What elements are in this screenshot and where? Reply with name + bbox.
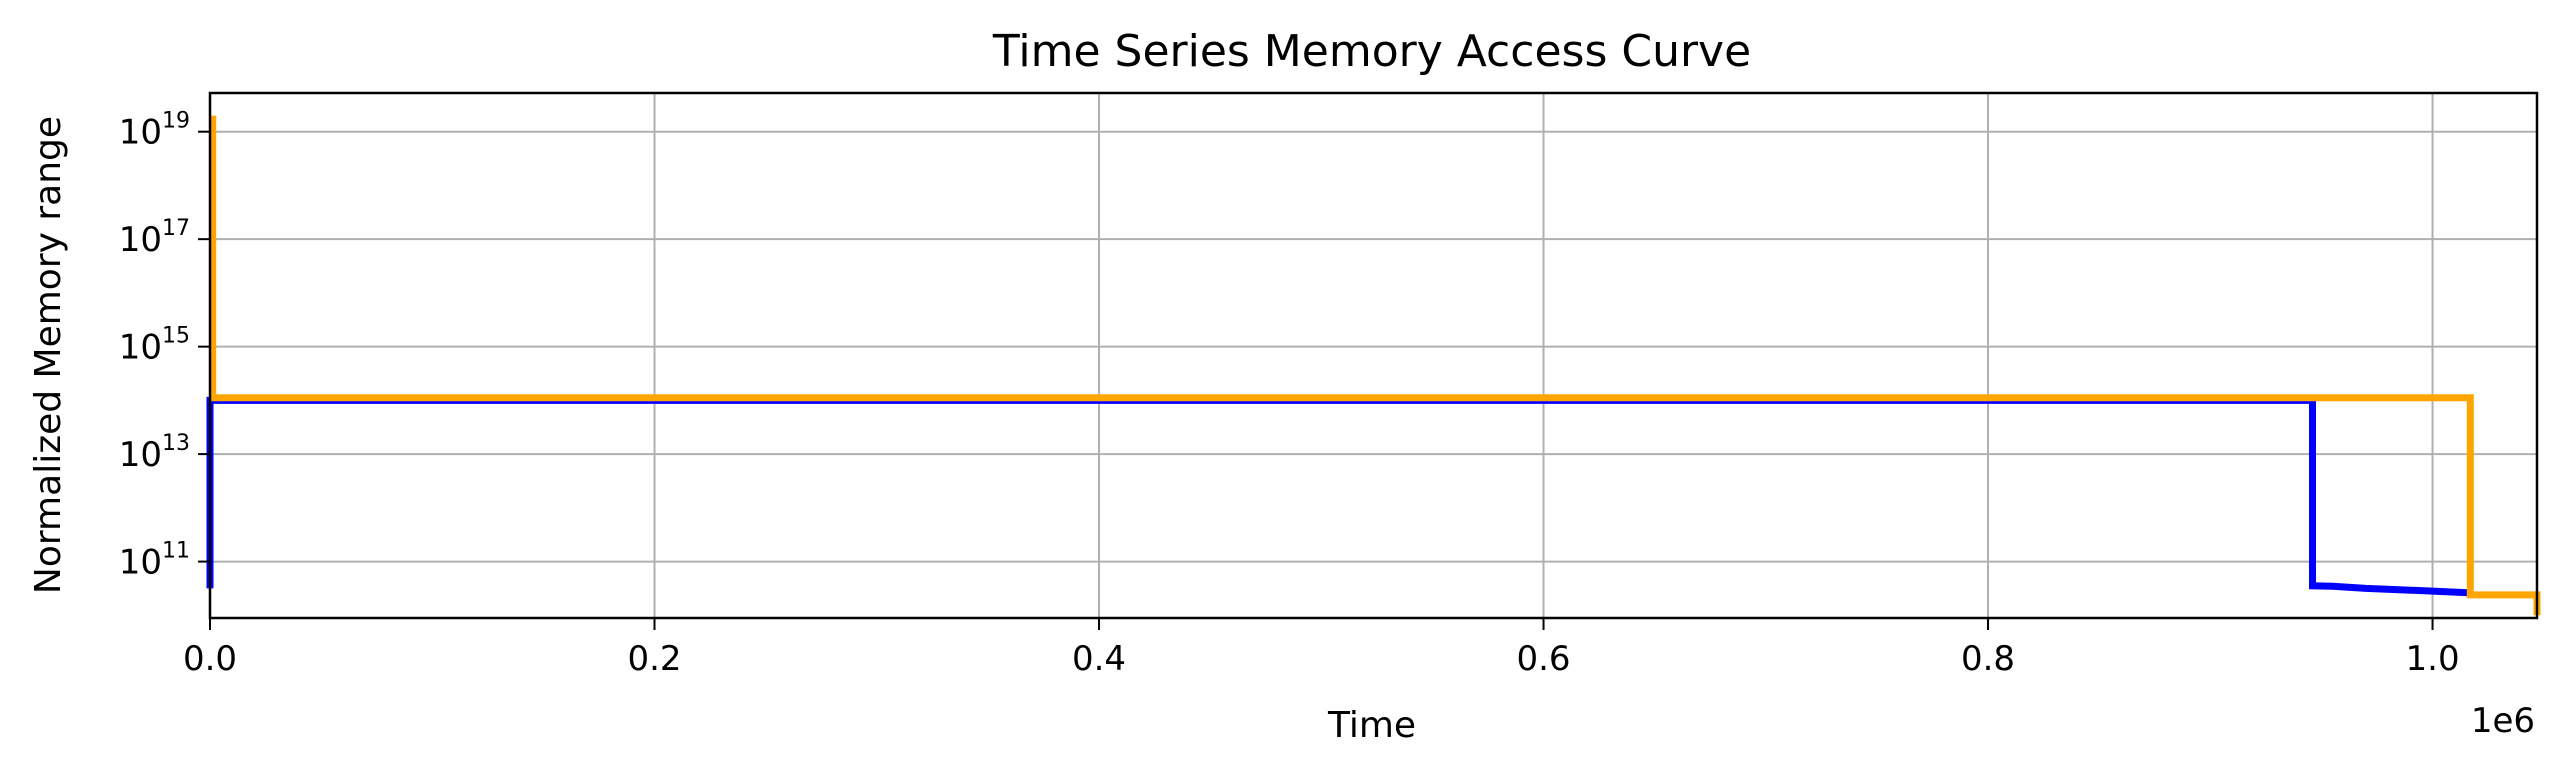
x-tick-label: 0.6 (1516, 639, 1570, 679)
y-tick-label: 1011 (119, 539, 190, 583)
y-tick-label-base: 10 (119, 435, 162, 475)
y-tick-label-exponent: 15 (162, 324, 190, 349)
x-tick-label: 0.2 (627, 639, 681, 679)
x-tick-label: 0.0 (183, 639, 237, 679)
x-tick-label: 0.8 (1961, 639, 2015, 679)
x-axis-offset-label: 1e6 (2471, 701, 2535, 741)
y-tick-label: 1019 (119, 109, 190, 153)
y-axis-label: Normalized Memory range (28, 116, 69, 594)
y-tick-label-base: 10 (119, 220, 162, 260)
y-tick-label-base: 10 (119, 543, 162, 583)
y-tick-label-exponent: 11 (162, 539, 190, 564)
y-tick-label-exponent: 19 (162, 109, 190, 134)
grid-lines (209, 93, 2537, 618)
y-tick-label: 1017 (119, 216, 190, 260)
y-tick-label-base: 10 (119, 113, 162, 153)
y-tick-label: 1015 (119, 324, 190, 368)
x-axis-label: Time (1327, 705, 1416, 746)
y-tick-label-exponent: 13 (162, 431, 190, 456)
x-tick-label: 1.0 (2406, 639, 2460, 679)
plot-frame (208, 91, 2539, 620)
x-tick-label: 0.4 (1072, 639, 1126, 679)
x-axis-ticks: 0.0 0.2 0.4 0.6 0.8 1.0 (183, 618, 2460, 679)
y-tick-label: 1013 (119, 431, 190, 475)
y-tick-label-exponent: 17 (162, 216, 190, 241)
chart-title: Time Series Memory Access Curve (992, 26, 1751, 77)
y-tick-label-base: 10 (119, 328, 162, 368)
